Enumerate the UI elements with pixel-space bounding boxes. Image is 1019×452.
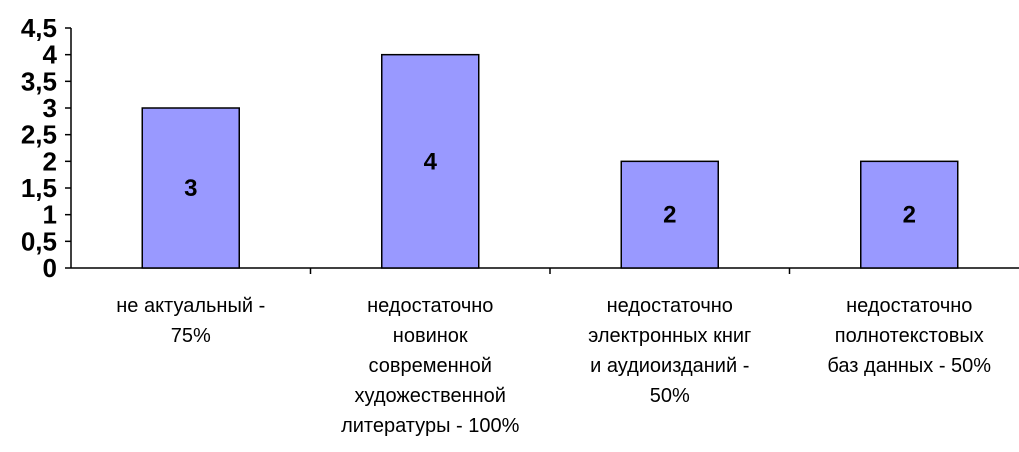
y-tick-label: 2 [43,146,57,176]
bar [860,160,959,269]
y-tick-label: 4 [43,40,58,70]
category-label: полнотекстовых [835,325,984,347]
data-label: 3 [184,175,197,202]
y-tick-label: 0 [43,253,57,283]
data-label: 2 [903,202,916,229]
category-label: и аудиоизданий - [590,355,749,377]
category-label: новинок [393,325,468,347]
category-label: баз данных - 50% [827,355,991,377]
data-label: 2 [663,202,676,229]
category-label: современной [369,355,492,377]
data-label: 4 [424,148,438,175]
category-label: 50% [650,385,690,407]
category-label: литературы - 100% [341,415,520,437]
bar [141,107,240,269]
y-tick-label: 3 [43,93,57,123]
category-label: недостаточно [846,295,972,317]
bar [381,53,480,269]
category-label: художественной [355,385,506,407]
category-label: электронных книг [588,325,751,347]
category-label: не актуальный - [116,295,265,317]
y-tick-label: 4,5 [21,13,57,43]
category-label: недостаточно [607,295,733,317]
category-label: 75% [171,325,211,347]
category-label: недостаточно [367,295,493,317]
y-tick-label: 1,5 [21,173,57,203]
y-tick-label: 1 [43,200,57,230]
bar [620,160,719,269]
y-tick-label: 3,5 [21,66,57,96]
y-tick-label: 0,5 [21,226,57,256]
y-tick-label: 2,5 [21,120,57,150]
